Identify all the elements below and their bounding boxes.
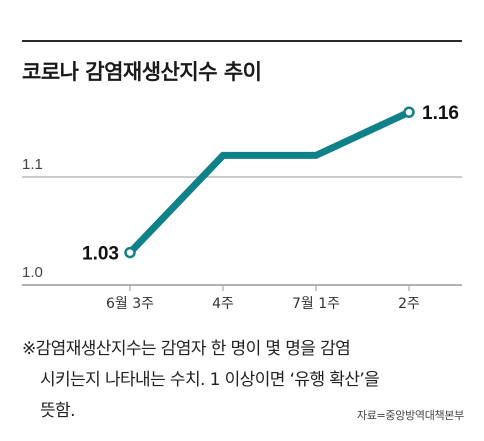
- series-line: [127, 109, 411, 256]
- line-chart: 1.0 1.1 6월 3주 4주 7월 1주 2주 1.03 1.16: [22, 103, 462, 312]
- x-tick-labels: 6월 3주 4주 7월 1주 2주: [106, 296, 420, 312]
- data-label: 1.16: [422, 103, 459, 124]
- x-tick-label: 7월 1주: [292, 296, 340, 312]
- footnote: ※감염재생산지수는 감염자 한 명이 몇 명을 감염 시키는지 나타내는 수치.…: [22, 334, 474, 427]
- x-tick-label: 4주: [212, 296, 234, 312]
- footnote-line: 뜻함.: [40, 401, 75, 421]
- top-rule: [22, 40, 462, 42]
- data-point: [403, 106, 415, 118]
- x-tick-label: 2주: [398, 296, 420, 312]
- y-tick-labels: 1.0 1.1: [22, 156, 43, 281]
- data-label: 1.03: [82, 244, 119, 265]
- y-tick-label: 1.1: [22, 156, 43, 173]
- x-tick-label: 6월 3주: [106, 296, 154, 312]
- gridlines: [22, 176, 462, 291]
- data-point: [124, 246, 136, 259]
- series: [124, 106, 415, 259]
- chart-title: 코로나 감염재생산지수 추이: [22, 60, 262, 84]
- data-labels: 1.03 1.16: [82, 103, 459, 264]
- footnote-line: ※감염재생산지수는 감염자 한 명이 몇 명을 감염: [22, 339, 351, 359]
- y-tick-label: 1.0: [22, 264, 43, 281]
- footnote-line: 시키는지 나타내는 수치. 1 이상이면 ‘유행 확산’을: [40, 370, 380, 390]
- source-credit: 자료=중앙방역대책본부: [356, 409, 464, 422]
